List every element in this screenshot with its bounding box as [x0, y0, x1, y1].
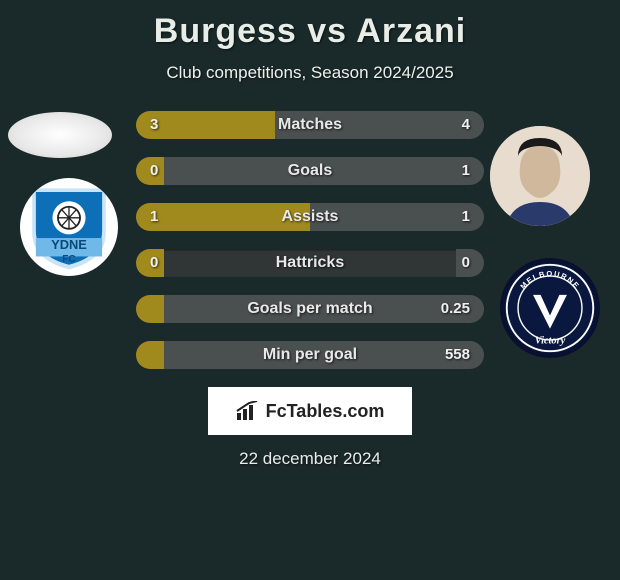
- stat-value-right: 558: [445, 341, 470, 369]
- stat-label: Assists: [136, 203, 484, 231]
- stat-row: 1Assists1: [136, 203, 484, 231]
- player-right-avatar: [490, 126, 590, 226]
- stat-row: Goals per match0.25: [136, 295, 484, 323]
- club-left-line2: FC: [62, 254, 76, 265]
- avatar-icon: [490, 126, 590, 226]
- brand-badge: FcTables.com: [208, 387, 412, 435]
- stat-value-right: 0.25: [441, 295, 470, 323]
- stat-value-right: 0: [462, 249, 470, 277]
- stat-row: Min per goal558: [136, 341, 484, 369]
- stat-label: Hattricks: [136, 249, 484, 277]
- stat-label: Min per goal: [136, 341, 484, 369]
- stat-row: 3Matches4: [136, 111, 484, 139]
- club-right-mid-label: Victory: [535, 336, 566, 347]
- page-title: Burgess vs Arzani: [0, 0, 620, 51]
- stat-label: Goals per match: [136, 295, 484, 323]
- stat-label: Goals: [136, 157, 484, 185]
- club-left-badge: YDNE FC: [20, 178, 118, 276]
- date-label: 22 december 2024: [0, 449, 620, 469]
- club-left-line1: YDNE: [51, 237, 87, 252]
- stat-row: 0Goals1: [136, 157, 484, 185]
- stats-container: 3Matches40Goals11Assists10Hattricks0Goal…: [136, 111, 484, 369]
- player-left-avatar: [8, 112, 112, 158]
- club-right-badge: MELBOURNE Victory: [500, 258, 600, 358]
- stat-value-right: 1: [462, 157, 470, 185]
- stat-label: Matches: [136, 111, 484, 139]
- club-right-badge-icon: MELBOURNE Victory: [503, 261, 597, 355]
- subtitle: Club competitions, Season 2024/2025: [0, 63, 620, 83]
- chart-icon: [236, 401, 260, 421]
- stat-row: 0Hattricks0: [136, 249, 484, 277]
- brand-text: FcTables.com: [266, 401, 385, 422]
- stat-value-right: 1: [462, 203, 470, 231]
- club-left-badge-icon: YDNE FC: [23, 181, 115, 273]
- stat-value-right: 4: [462, 111, 470, 139]
